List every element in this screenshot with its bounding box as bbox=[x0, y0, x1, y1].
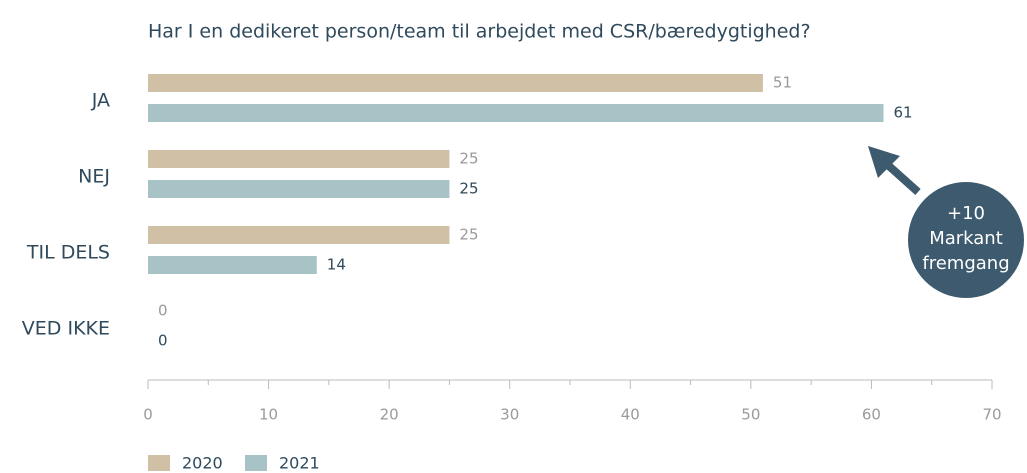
category-label: VED IKKE bbox=[22, 318, 110, 340]
bar bbox=[148, 256, 317, 274]
bar bbox=[148, 104, 884, 122]
value-label: 14 bbox=[327, 256, 346, 274]
chart-title: Har I en dedikeret person/team til arbej… bbox=[148, 21, 811, 43]
x-tick-label: 60 bbox=[862, 406, 881, 424]
category-label: JA bbox=[91, 90, 110, 112]
legend-swatch bbox=[148, 455, 170, 471]
value-label: 25 bbox=[459, 180, 478, 198]
category-label: NEJ bbox=[78, 166, 110, 188]
x-tick-label: 0 bbox=[143, 406, 153, 424]
x-tick-label: 40 bbox=[621, 406, 640, 424]
bar bbox=[148, 180, 450, 198]
annotation-text: Markant bbox=[929, 228, 1003, 249]
bar bbox=[148, 226, 450, 244]
annotation-text: fremgang bbox=[922, 253, 1009, 274]
value-label: 25 bbox=[459, 150, 478, 168]
x-tick-label: 30 bbox=[500, 406, 519, 424]
category-label: TIL DELS bbox=[26, 242, 110, 264]
annotation-circle bbox=[908, 182, 1024, 298]
legend-label: 2021 bbox=[279, 454, 320, 473]
value-label: 61 bbox=[893, 104, 912, 122]
value-label: 0 bbox=[158, 332, 168, 350]
annotation-text: +10 bbox=[947, 203, 985, 224]
bar bbox=[148, 74, 763, 92]
annotation-arrowhead bbox=[868, 146, 900, 178]
value-label: 0 bbox=[158, 302, 168, 320]
legend-label: 2020 bbox=[182, 454, 223, 473]
x-tick-label: 70 bbox=[982, 406, 1001, 424]
x-tick-label: 20 bbox=[380, 406, 399, 424]
value-label: 51 bbox=[773, 74, 792, 92]
x-tick-label: 10 bbox=[259, 406, 278, 424]
legend-swatch bbox=[245, 455, 267, 471]
bar bbox=[148, 150, 450, 168]
value-label: 25 bbox=[459, 226, 478, 244]
x-tick-label: 50 bbox=[741, 406, 760, 424]
